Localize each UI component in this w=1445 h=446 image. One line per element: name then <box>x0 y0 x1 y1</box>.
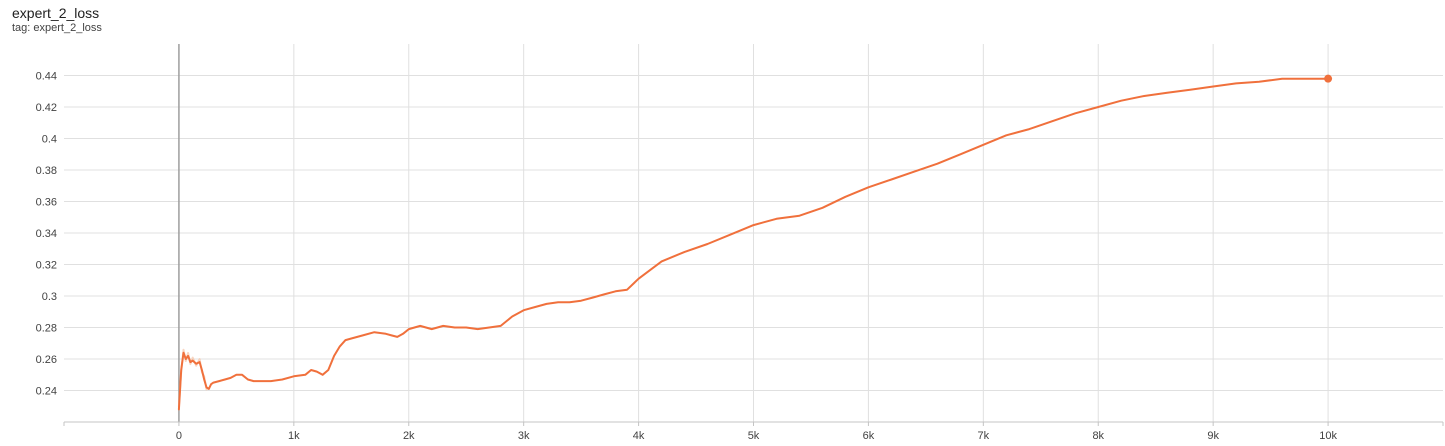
x-tick-label: 7k <box>978 430 990 442</box>
x-tick-label: 3k <box>518 430 530 442</box>
series-layer[interactable] <box>177 74 1333 411</box>
x-tick-label: 10k <box>1319 430 1337 442</box>
axes <box>63 421 1444 426</box>
x-tick-label: 5k <box>748 430 760 442</box>
grid-lines <box>64 44 1443 422</box>
x-tick-label: 8k <box>1092 430 1104 442</box>
y-tick-label: 0.44 <box>36 71 57 83</box>
y-tick-label: 0.38 <box>36 165 57 177</box>
chart-title: expert_2_loss <box>12 5 100 21</box>
x-tick-label: 4k <box>633 430 645 442</box>
y-tick-label: 0.26 <box>36 354 57 366</box>
y-tick-label: 0.42 <box>36 102 57 114</box>
last-point-marker[interactable] <box>1324 74 1333 83</box>
tick-labels: 0.24 0.26 0.28 0.3 0.32 0.34 0.36 0.38 0.4 0.42 0.… <box>36 71 1338 443</box>
y-tick-label: 0.32 <box>36 260 57 272</box>
y-tick-label: 0.28 <box>36 323 57 335</box>
y-tick-label: 0.34 <box>36 228 57 240</box>
x-tick-label: 2k <box>403 430 415 442</box>
y-tick-label: 0.36 <box>36 197 57 209</box>
y-tick-label: 0.24 <box>36 386 57 398</box>
series-line[interactable] <box>177 77 1330 411</box>
x-tick-label: 6k <box>863 430 875 442</box>
y-tick-label: 0.3 <box>42 291 57 303</box>
x-tick-label: 9k <box>1207 430 1219 442</box>
x-tick-label: 0 <box>176 430 182 442</box>
x-tick-label: 1k <box>288 430 300 442</box>
chart-subtitle: tag: expert_2_loss <box>12 22 102 34</box>
y-tick-label: 0.4 <box>42 134 57 146</box>
